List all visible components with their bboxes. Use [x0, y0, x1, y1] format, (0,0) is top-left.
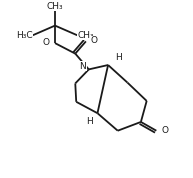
Text: O: O: [161, 126, 168, 135]
Text: CH₃: CH₃: [47, 2, 63, 11]
Text: H₃C: H₃C: [16, 31, 33, 40]
Text: H: H: [86, 117, 93, 126]
Text: H: H: [115, 53, 122, 62]
Text: N: N: [80, 62, 86, 71]
Text: O: O: [43, 38, 50, 47]
Text: CH₃: CH₃: [77, 31, 94, 40]
Text: O: O: [91, 36, 98, 45]
